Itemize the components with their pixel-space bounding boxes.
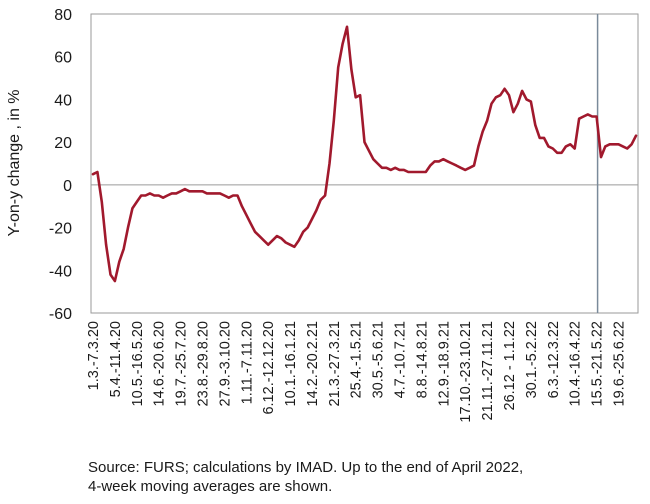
source-note-line-2: 4-week moving averages are shown.	[88, 477, 628, 496]
x-tick-label: 23.8.-29.8.20	[195, 321, 211, 406]
y-tick-label: -40	[49, 263, 72, 280]
y-tick-label: 20	[54, 135, 72, 152]
x-tick-label: 6.3.-12.3.22	[546, 321, 562, 398]
x-tick-label: 25.4.-1.5.21	[349, 321, 365, 398]
x-tick-label: 26.12 - 1.1.22	[502, 321, 518, 411]
x-tick-label: 30.5.-5.6.21	[371, 321, 387, 398]
x-tick-label: 17.10.-23.10.21	[458, 321, 474, 423]
x-tick-label: 15.5.-21.5.22	[590, 321, 606, 406]
source-note-line-1: Source: FURS; calculations by IMAD. Up t…	[88, 458, 628, 477]
series-group	[93, 27, 636, 281]
y-axis-title-group: Y-on-y change , in %	[6, 89, 23, 236]
x-tick-label: 14.6.-20.6.20	[152, 321, 168, 406]
y-axis-ticks: -60 -40 -20 0 20 40 60 80	[49, 7, 72, 323]
y-tick-label: 60	[54, 50, 72, 67]
x-tick-label: 10.5.-16.5.20	[130, 321, 146, 406]
x-tick-label: 5.4.-11.4.20	[108, 321, 124, 397]
y-tick-label: 80	[54, 7, 72, 24]
x-tick-label: 21.3.-27.3.21	[327, 321, 343, 406]
line-chart: Y-on-y change , in % -60-40-20020406080 …	[0, 0, 650, 460]
x-tick-label: 8.8.-14.8.21	[414, 321, 430, 398]
x-tick-label: 1.11.-7.11.20	[239, 321, 255, 404]
x-tick-label: 4.7.-10.7.21	[393, 321, 409, 398]
y-tick-label: -20	[49, 221, 72, 238]
x-axis-ticks: 1.3.-7.3.20 5.4.-11.4.20 10.5.-16.5.20 14.6…	[86, 321, 627, 423]
x-tick-label: 10.1.-16.1.21	[283, 321, 299, 406]
y-tick-label: 40	[54, 92, 72, 109]
x-tick-label: 19.6.-25.6.22	[611, 321, 627, 406]
plot-frame	[91, 14, 638, 313]
x-tick-label: 30.1.-5.2.22	[524, 321, 540, 398]
x-tick-label: 27.9.-3.10.20	[217, 321, 233, 406]
y-tick-label: 0	[63, 178, 72, 195]
x-tick-label: 14.2.-20.2.21	[305, 321, 321, 406]
x-tick-label: 1.3.-7.3.20	[86, 321, 102, 390]
y-tick-label: -60	[49, 306, 72, 323]
y-axis-title: Y-on-y change , in %	[6, 89, 23, 236]
x-tick-label: 21.11.-27.11.21	[480, 321, 496, 420]
x-tick-label: 10.4.-16.4.22	[568, 321, 584, 406]
x-tick-label: 6.12.-12.12.20	[261, 321, 277, 415]
series-line	[93, 27, 636, 281]
x-tick-label: 12.9.-18.9.21	[436, 321, 452, 406]
source-note: Source: FURS; calculations by IMAD. Up t…	[88, 458, 628, 496]
x-tick-label: 19.7.-25.7.20	[174, 321, 190, 406]
